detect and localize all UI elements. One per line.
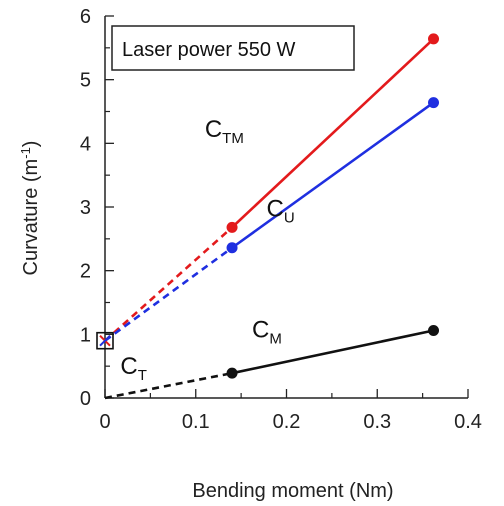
series-lines [104, 37, 435, 400]
y-axis-title-sup: -1 [18, 147, 33, 159]
y-tick-label: 1 [80, 324, 91, 346]
annotation-box: Laser power 550 W [111, 25, 355, 71]
c-m-line [231, 329, 434, 375]
c-t-marker [96, 331, 114, 350]
y-tick-label: 3 [80, 197, 91, 219]
c-u-label: CU [267, 196, 295, 227]
c-u-extrapolation-line [104, 246, 233, 342]
c-m-label: CM [252, 317, 282, 348]
x-tick-label: 0.3 [363, 411, 391, 433]
series-labels: CTM CU CM CT [120, 116, 294, 384]
y-tick-label: 2 [80, 261, 91, 283]
y-axis-title-main: Curvature (m [20, 159, 42, 276]
c-t-label: CT [120, 353, 147, 384]
c-m-extrapolation-line [104, 371, 233, 400]
axes [104, 16, 468, 399]
c-m-point [226, 367, 238, 379]
y-tick-label: 4 [80, 133, 91, 155]
y-axis-title: Curvature (m-1) [18, 141, 43, 276]
c-u-point [226, 242, 238, 254]
x-tick-label: 0 [99, 411, 110, 433]
c-u-line [231, 101, 435, 249]
x-axis-title: Bending moment (Nm) [192, 480, 393, 502]
c-tm-line [231, 37, 435, 229]
y-tick-label: 6 [80, 6, 91, 28]
x-tick-label: 0.4 [454, 411, 482, 433]
tick-labels: 0 1 2 3 4 5 6 0 0.1 0.2 0.3 0.4 [80, 6, 482, 433]
y-tick-label: 0 [80, 388, 91, 410]
series-markers [96, 33, 440, 379]
c-m-point [428, 325, 440, 337]
y-tick-label: 5 [80, 70, 91, 92]
x-tick-label: 0.2 [273, 411, 301, 433]
x-tick-label: 0.1 [182, 411, 210, 433]
c-tm-extrapolation-line [104, 226, 233, 342]
c-tm-label: CTM [205, 116, 244, 147]
c-u-point [428, 97, 440, 109]
c-tm-point [428, 33, 440, 45]
c-tm-point [226, 221, 238, 233]
y-axis-title-close: ) [20, 141, 42, 148]
annotation-text: Laser power 550 W [122, 39, 296, 61]
